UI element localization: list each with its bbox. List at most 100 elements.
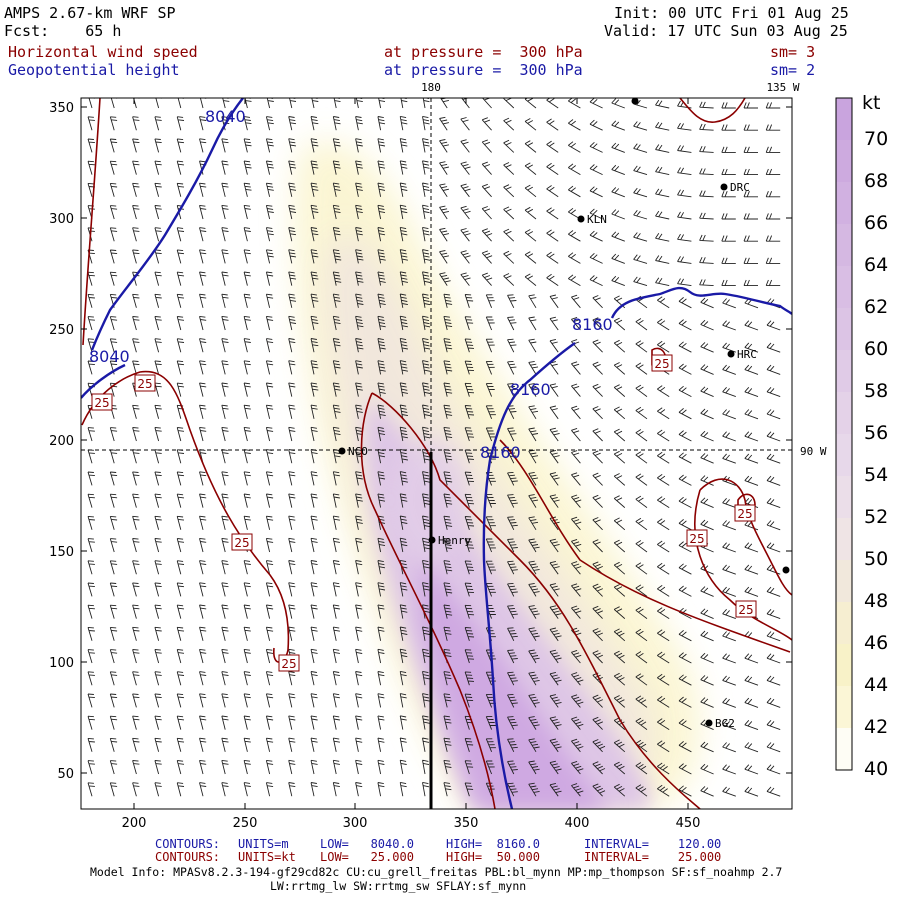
- wind-barb: [310, 116, 319, 131]
- station-label: DRC: [730, 181, 750, 194]
- x-tick-label: 350: [454, 816, 479, 831]
- wind-barb: [288, 116, 297, 131]
- wind-barb: [503, 162, 515, 175]
- wind-barb: [265, 693, 274, 708]
- wind-barb: [310, 582, 318, 597]
- wind-barb: [443, 338, 453, 353]
- wind-barb: [154, 782, 162, 797]
- wind-barb: [592, 650, 603, 664]
- init-time: Init: 00 UTC Fri 01 Aug 25: [614, 4, 849, 22]
- speed-label: 25: [654, 357, 669, 371]
- wind-barb: [154, 626, 162, 641]
- wind-barb: [221, 227, 229, 242]
- wind-barb: [176, 227, 185, 242]
- wind-barb: [132, 293, 140, 308]
- wind-barb: [633, 143, 648, 153]
- wind-barb: [310, 515, 318, 530]
- wind-barb: [176, 604, 185, 619]
- wind-barb: [613, 761, 626, 775]
- wind-barb: [199, 204, 207, 220]
- wind-barb: [743, 102, 758, 109]
- wind-barb: [568, 274, 581, 286]
- wind-barb: [265, 315, 274, 331]
- wind-barb: [700, 297, 714, 309]
- wind-barb: [485, 605, 496, 619]
- wind-barb: [721, 235, 736, 242]
- speed-label-box: [686, 529, 708, 547]
- wind-barb: [355, 648, 363, 664]
- wind-barb: [528, 560, 540, 575]
- wind-barb: [439, 250, 449, 264]
- wind-barb: [176, 493, 185, 508]
- wind-barb: [332, 671, 340, 686]
- wind-barb: [592, 583, 603, 597]
- wind-barb: [288, 782, 296, 797]
- wind-barb: [460, 250, 471, 264]
- wind-barb: [721, 146, 736, 153]
- wind-barb: [332, 626, 340, 641]
- wind-barb: [132, 249, 140, 264]
- wind-barb: [611, 98, 625, 109]
- wind-barb: [265, 449, 274, 464]
- wind-barb: [87, 449, 95, 464]
- wind-barb: [571, 738, 584, 753]
- wind-barb: [422, 382, 431, 397]
- wind-barb: [422, 182, 430, 197]
- wind-barb: [443, 493, 453, 508]
- wind-barb: [109, 449, 118, 464]
- wind-barb: [310, 204, 319, 220]
- wind-barb: [132, 604, 140, 619]
- wind-barb: [199, 293, 207, 308]
- wind-barb: [722, 453, 736, 464]
- station-label: NCO: [348, 445, 368, 458]
- wind-barb: [243, 160, 252, 175]
- wind-barb: [310, 471, 318, 486]
- wind-barb: [592, 716, 603, 730]
- contours2-low: LOW= 25.000: [320, 850, 414, 864]
- wind-barb: [288, 271, 297, 286]
- wind-barb: [611, 164, 625, 176]
- wind-barb: [132, 693, 140, 708]
- wind-barb: [355, 138, 363, 153]
- wind-barb: [481, 206, 492, 220]
- wind-barb: [700, 319, 714, 331]
- wind-barb: [700, 453, 714, 464]
- wind-barb: [655, 277, 670, 287]
- wind-barb: [485, 338, 495, 353]
- wind-barb: [464, 715, 474, 730]
- wind-barb: [722, 542, 736, 553]
- meridian-label-90w: 90 W: [800, 445, 827, 458]
- wind-barb: [288, 537, 296, 553]
- wind-barb: [722, 609, 736, 620]
- wind-barb: [443, 426, 453, 442]
- wind-barb: [422, 715, 430, 730]
- wind-barb: [443, 715, 452, 730]
- wind-barb: [464, 338, 475, 353]
- wind-barb: [132, 316, 140, 331]
- wind-barb: [507, 538, 518, 553]
- wind-barb: [288, 204, 297, 220]
- colorbar-level-label: 68: [864, 170, 889, 192]
- wind-barb: [221, 204, 229, 220]
- wind-barb: [571, 450, 581, 464]
- wind-barb: [310, 737, 318, 752]
- wind-barb: [132, 737, 140, 752]
- wind-barb: [528, 405, 539, 420]
- field2-smoothing: sm= 2: [770, 61, 816, 79]
- wind-barb: [613, 450, 626, 464]
- wind-barb: [485, 693, 496, 708]
- wind-barb: [310, 404, 318, 419]
- wind-barb: [721, 257, 736, 264]
- wind-barb: [132, 471, 140, 486]
- wind-barb: [355, 293, 364, 308]
- wind-barb: [657, 740, 670, 753]
- wind-barb: [546, 229, 559, 242]
- wind-barb: [310, 560, 318, 575]
- wind-barb: [355, 515, 363, 530]
- wind-barb: [678, 741, 692, 753]
- wind-barb: [571, 538, 582, 553]
- wind-barb: [744, 786, 759, 797]
- wind-barb: [422, 737, 430, 752]
- wind-barb: [528, 693, 540, 708]
- wind-barb: [700, 386, 714, 398]
